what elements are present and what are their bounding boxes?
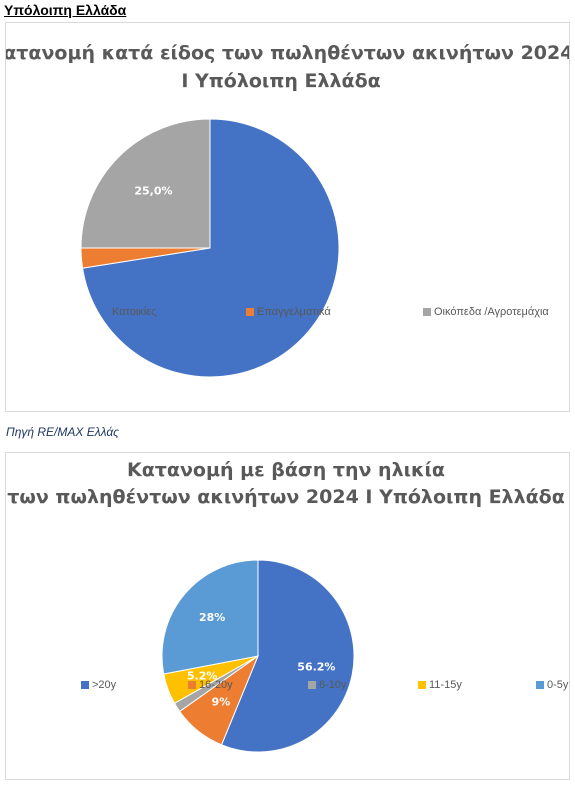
legend-swatch (246, 308, 254, 316)
chart-box: Κατανομή κατά είδος των πωληθέντων ακινή… (0, 22, 573, 412)
chart: Κατανομή κατά είδος των πωληθέντων ακινή… (0, 42, 573, 378)
legend-label: Οικόπεδα /Αγροτεμάχια (434, 306, 549, 318)
legend-swatch (188, 681, 196, 689)
legend-label: 16-20y (199, 679, 233, 691)
pie-slice (82, 118, 340, 378)
heading: Υπόλοιπη Ελλάδα (4, 2, 127, 18)
data-label: 28% (199, 611, 225, 624)
chart-title: Κατανομή με βάση την ηλικία των πωληθέντω… (7, 459, 565, 508)
legend-label: >20y (92, 679, 117, 691)
pie-slice (161, 559, 259, 675)
legend-swatch (536, 681, 544, 689)
data-label: 56.2% (297, 661, 335, 674)
legend-swatch (81, 681, 89, 689)
legend-swatch (418, 681, 426, 689)
legend-label: 6-10y (319, 679, 347, 691)
legend-label: Κατοικίες (112, 306, 156, 318)
legend-label: 0-5y (547, 679, 569, 691)
chart-box: Κατανομή με βάση την ηλικία των πωληθέντω… (5, 452, 570, 780)
chart-title: Κατανομή κατά είδος των πωληθέντων ακινή… (6, 42, 569, 92)
source: Πηγή RE/MAX Ελλάς (6, 425, 120, 439)
legend-label: Επαγγελματικά (257, 306, 331, 318)
legend-swatch (308, 681, 316, 689)
data-label: 9% (212, 696, 231, 709)
pie-slice (220, 559, 355, 753)
legend-swatch (423, 308, 431, 316)
data-label: 5.2% (187, 670, 218, 683)
legend-swatch (101, 308, 109, 316)
chart: Κατανομή με βάση την ηλικία των πωληθέντω… (7, 459, 569, 753)
legend-label: 11-15y (429, 679, 462, 691)
data-label: 25,0% (134, 184, 172, 197)
pie-slice (80, 118, 211, 249)
